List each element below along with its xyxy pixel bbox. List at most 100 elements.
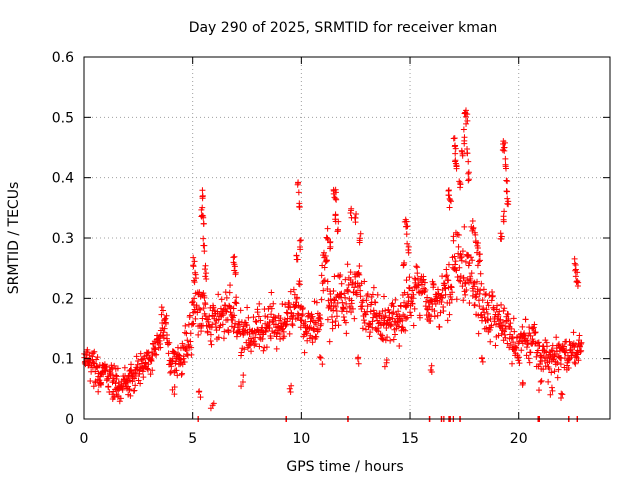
data-point (409, 287, 416, 294)
data-point (523, 352, 530, 359)
data-point (254, 309, 261, 316)
data-point (329, 319, 336, 326)
data-point (515, 357, 522, 364)
data-point (287, 288, 294, 295)
data-point (374, 291, 381, 298)
data-point (220, 335, 227, 342)
data-point (427, 318, 434, 325)
data-point (384, 334, 391, 341)
data-point (225, 329, 232, 336)
data-point (119, 383, 126, 390)
data-point-low (97, 380, 104, 387)
data-point (356, 263, 363, 270)
data-point (201, 294, 208, 301)
data-point (434, 312, 441, 319)
data-point (222, 289, 229, 296)
data-point (200, 305, 207, 312)
data-point (161, 316, 168, 323)
data-point-peak (200, 235, 207, 242)
data-point (116, 398, 123, 405)
data-point (104, 363, 111, 370)
data-point (452, 258, 459, 265)
data-point (152, 346, 159, 353)
data-point (318, 320, 325, 327)
data-point-low (210, 400, 217, 407)
data-point-peak (465, 177, 472, 184)
data-point (290, 286, 297, 293)
data-point (466, 300, 473, 307)
data-point-peak (405, 243, 412, 250)
data-point (436, 323, 443, 330)
data-point (221, 328, 228, 335)
data-point-peak (457, 181, 464, 188)
data-point (94, 364, 101, 371)
data-point (460, 297, 467, 304)
data-point (464, 253, 471, 260)
data-point (299, 311, 306, 318)
data-point (149, 367, 156, 374)
data-point-peak (404, 240, 411, 247)
data-point (487, 338, 494, 345)
plot-frame (83, 56, 611, 420)
data-point (363, 297, 370, 304)
data-point (343, 300, 350, 307)
data-point (100, 371, 107, 378)
data-point (566, 338, 573, 345)
data-point (180, 353, 187, 360)
data-point (113, 373, 120, 380)
data-point-low (536, 387, 543, 394)
data-point (137, 350, 144, 357)
data-point (317, 315, 324, 322)
data-point (502, 323, 509, 330)
data-point (248, 348, 255, 355)
data-point (424, 294, 431, 301)
data-point-peak (297, 237, 304, 244)
data-point-peak (504, 178, 511, 185)
data-point-peak (348, 205, 355, 212)
data-point (473, 293, 480, 300)
data-point (471, 301, 478, 308)
data-point (556, 354, 563, 361)
data-point (431, 307, 438, 314)
data-point (478, 280, 485, 287)
data-point (121, 364, 128, 371)
data-point (369, 324, 376, 331)
data-point (219, 310, 226, 317)
data-point (476, 303, 483, 310)
data-point-peak (201, 248, 208, 255)
data-point (470, 288, 477, 295)
data-point (309, 313, 316, 320)
data-point-peak (200, 242, 207, 249)
data-point (337, 271, 344, 278)
data-point-peak (446, 204, 453, 211)
data-point (495, 313, 502, 320)
data-point-peak (503, 177, 510, 184)
data-point (483, 290, 490, 297)
data-point (160, 329, 167, 336)
data-point (324, 278, 331, 285)
data-point-peak (474, 244, 481, 251)
data-point (255, 313, 262, 320)
data-point (282, 301, 289, 308)
data-point (416, 314, 423, 321)
data-point (479, 297, 486, 304)
data-point-low (428, 369, 435, 376)
data-point (574, 351, 581, 358)
data-point (290, 312, 297, 319)
data-point (84, 349, 91, 356)
data-point (279, 300, 286, 307)
data-point (329, 325, 336, 332)
data-point (342, 294, 349, 301)
data-point (385, 306, 392, 313)
data-point (526, 359, 533, 366)
data-point (338, 280, 345, 287)
data-point (210, 304, 217, 311)
data-point-peak (452, 145, 459, 152)
data-point (406, 274, 413, 281)
data-point (202, 301, 209, 308)
data-point (455, 232, 462, 239)
data-point (578, 347, 585, 354)
data-point (392, 331, 399, 338)
data-point (196, 289, 203, 296)
data-point-peak (231, 263, 238, 270)
